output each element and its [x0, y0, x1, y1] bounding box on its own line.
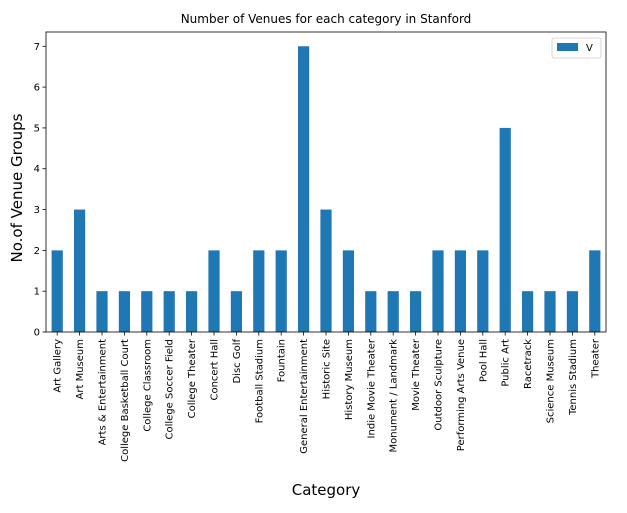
x-axis-title: Category — [292, 481, 361, 499]
bar — [432, 250, 444, 332]
bar — [522, 291, 534, 332]
legend: V — [551, 37, 602, 59]
y-axis: 0 1 2 3 4 5 6 7 — [34, 42, 46, 339]
bar — [454, 250, 466, 332]
y-tick-label: 3 — [34, 205, 40, 216]
bar — [51, 250, 63, 332]
bar — [410, 291, 422, 332]
x-tick-label: Historic Site — [322, 339, 333, 399]
x-tick-label: College Soccer Field — [165, 339, 176, 439]
x-tick-label: Concert Hall — [210, 339, 221, 401]
y-tick-label: 7 — [34, 42, 40, 53]
x-tick-label: Disc Golf — [232, 339, 243, 384]
bar — [118, 291, 130, 332]
x-tick-label: Monument / Landmark — [389, 339, 400, 453]
x-tick-label: Outdoor Sculpture — [434, 339, 445, 431]
bar — [208, 250, 220, 332]
bar — [186, 291, 198, 332]
plot-frame — [45, 31, 607, 333]
bar — [253, 250, 265, 332]
x-tick-label: Movie Theater — [411, 338, 422, 411]
y-tick-label: 5 — [34, 123, 40, 134]
bar — [275, 250, 287, 332]
bar — [566, 291, 578, 332]
x-tick-label: Art Museum — [75, 339, 86, 399]
legend-swatch — [557, 43, 578, 51]
y-tick-label: 6 — [34, 83, 40, 94]
bar — [96, 291, 108, 332]
bar — [589, 250, 601, 332]
x-tick-label: Theater — [590, 338, 601, 379]
bar — [320, 209, 332, 332]
x-tick-label: General Entertainment — [299, 339, 310, 454]
y-tick-label: 4 — [34, 164, 40, 175]
x-tick-label: Pool Hall — [478, 339, 489, 382]
x-tick-label: Fountain — [277, 339, 288, 382]
x-tick-label: Public Art — [501, 339, 512, 387]
x-tick-label: Science Museum — [546, 339, 557, 423]
x-tick-label: Arts & Entertainment — [98, 339, 109, 445]
bar — [298, 46, 310, 332]
x-tick-label: Racetrack — [523, 339, 534, 389]
x-tick-label: History Museum — [344, 339, 355, 420]
x-tick-label: Football Stadium — [254, 339, 265, 423]
y-tick-label: 2 — [34, 246, 40, 257]
bar — [544, 291, 556, 332]
chart-title: Number of Venues for each category in St… — [181, 12, 472, 26]
bars-layer — [51, 46, 601, 332]
bar — [499, 127, 511, 332]
x-tick-label: College Theater — [187, 338, 198, 418]
bar — [163, 291, 175, 332]
bar — [230, 291, 242, 332]
legend-label: V — [586, 43, 593, 54]
x-tick-label: College Basketball Court — [120, 339, 131, 462]
x-tick-label: Art Gallery — [53, 339, 64, 393]
x-tick-label: Performing Arts Venue — [456, 339, 467, 451]
bar — [365, 291, 377, 332]
bar — [387, 291, 399, 332]
y-axis-title: No.of Venue Groups — [8, 113, 26, 262]
x-tick-label: Indie Movie Theater — [366, 338, 377, 438]
x-tick-label: Tennis Stadium — [568, 339, 579, 416]
y-tick-label: 0 — [34, 328, 40, 339]
bar — [477, 250, 489, 332]
y-tick-label: 1 — [34, 287, 40, 298]
bar — [74, 209, 86, 332]
bar — [342, 250, 354, 332]
x-axis: Art Gallery Art Museum Arts & Entertainmen… — [53, 332, 601, 462]
x-tick-label: College Classroom — [142, 339, 153, 432]
bar — [141, 291, 153, 332]
